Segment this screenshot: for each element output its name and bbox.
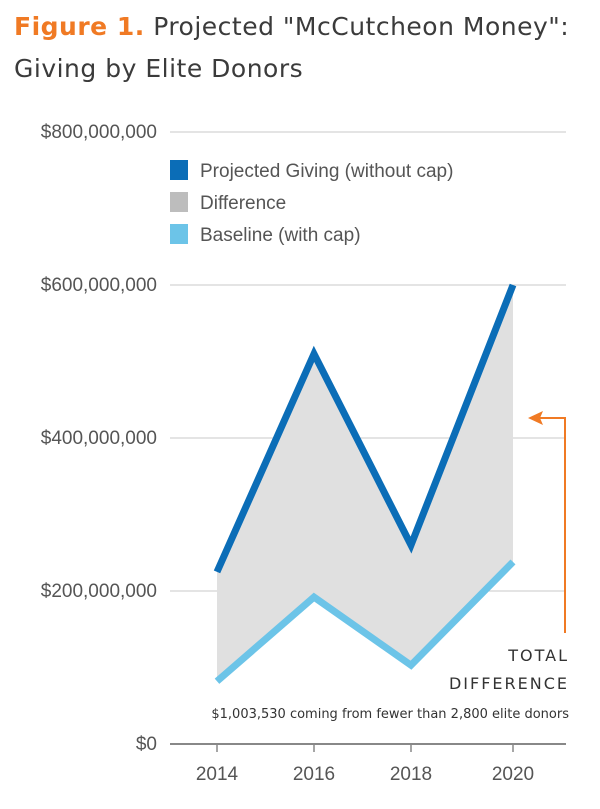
difference-area xyxy=(217,285,513,682)
projected-giving-line xyxy=(213,283,517,574)
x-tick-label: 2014 xyxy=(196,764,239,785)
y-tick-label: $800,000,000 xyxy=(41,122,157,143)
legend-swatch xyxy=(170,224,188,244)
arrow-head-icon xyxy=(528,411,543,425)
y-axis-ticks: $0 $200,000,000 $400,000,000 $600,000,000 $8… xyxy=(41,122,157,755)
x-axis: 2014 2016 2018 2020 xyxy=(170,743,566,785)
chart-title-text: Projected "McCutcheon Money": Giving by … xyxy=(14,12,570,83)
legend: Projected Giving (without cap) Difference… xyxy=(170,160,453,246)
y-tick-label: $200,000,000 xyxy=(41,581,157,602)
x-tick-label: 2020 xyxy=(492,764,534,785)
legend-label: Difference xyxy=(200,193,286,214)
x-tick-label: 2016 xyxy=(293,764,335,785)
annotation-arrow-line xyxy=(540,417,566,633)
legend-swatch xyxy=(170,192,188,212)
baseline-line xyxy=(214,559,516,684)
annotation-note: $1,003,530 coming from fewer than 2,800 … xyxy=(211,707,569,722)
annotation-title-line1: TOTAL xyxy=(507,646,569,665)
legend-swatch xyxy=(170,160,188,180)
legend-label: Projected Giving (without cap) xyxy=(200,161,453,182)
y-tick-label: $0 xyxy=(136,734,157,755)
y-tick-label: $400,000,000 xyxy=(41,428,157,449)
difference-area-group xyxy=(217,285,513,682)
annotation: TOTAL DIFFERENCE $1,003,530 coming from fe… xyxy=(211,411,569,722)
figure-label: Figure 1. xyxy=(14,12,145,41)
chart-title: Figure 1. Projected "McCutcheon Money": … xyxy=(14,6,589,90)
series-lines xyxy=(213,283,517,684)
y-tick-label: $600,000,000 xyxy=(41,275,157,296)
legend-label: Baseline (with cap) xyxy=(200,225,361,246)
x-tick-label: 2018 xyxy=(390,764,432,785)
annotation-title-line2: DIFFERENCE xyxy=(449,674,569,693)
